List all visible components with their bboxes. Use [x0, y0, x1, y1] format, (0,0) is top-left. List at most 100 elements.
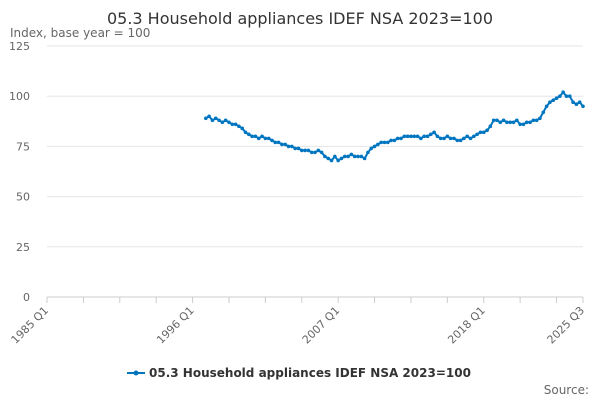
- data-point: [389, 138, 393, 143]
- data-point: [395, 136, 400, 141]
- data-point: [303, 148, 307, 153]
- legend-marker-symbol: [133, 370, 139, 376]
- data-point: [538, 116, 542, 121]
- data-point: [213, 116, 218, 121]
- data-point: [372, 144, 377, 149]
- data-point: [445, 134, 450, 139]
- data-point: [309, 150, 314, 155]
- data-point: [392, 138, 397, 143]
- data-point: [531, 118, 536, 123]
- data-point: [558, 94, 562, 98]
- data-point: [567, 94, 572, 98]
- data-point: [270, 138, 274, 143]
- data-point: [293, 146, 297, 151]
- x-axis: 1985 Q1 1996 Q1 2007 Q1 2018 Q1 2025 Q3: [9, 297, 588, 347]
- data-point: [356, 154, 360, 159]
- data-point: [458, 138, 463, 143]
- data-point: [366, 150, 370, 155]
- x-tick-label: 2018 Q1: [445, 304, 488, 347]
- data-point: [518, 122, 522, 127]
- data-point: [564, 94, 569, 98]
- data-point: [541, 110, 546, 115]
- data-point: [478, 130, 483, 135]
- data-point: [379, 140, 383, 145]
- y-tick-label: 125: [9, 40, 30, 53]
- data-point: [376, 142, 380, 147]
- y-tick-label: 0: [23, 291, 30, 304]
- chart-subtitle: Index, base year = 100: [10, 26, 150, 40]
- data-point: [290, 144, 294, 149]
- data-point: [498, 120, 503, 125]
- data-point: [488, 124, 493, 129]
- y-tick-label: 100: [9, 90, 30, 103]
- data-point: [369, 146, 374, 151]
- data-point: [435, 134, 440, 139]
- data-point: [455, 138, 460, 143]
- data-point: [528, 120, 532, 125]
- data-point: [385, 140, 390, 145]
- data-point: [362, 156, 367, 161]
- data-point: [299, 148, 304, 153]
- data-point: [548, 100, 552, 105]
- data-point: [432, 130, 436, 135]
- data-point: [346, 154, 350, 159]
- data-point: [316, 148, 321, 153]
- y-tick-label: 25: [16, 241, 30, 254]
- data-point: [472, 134, 476, 139]
- data-point: [524, 120, 529, 125]
- data-point: [521, 122, 526, 127]
- data-point: [581, 104, 585, 109]
- data-point: [333, 154, 337, 159]
- data-point: [551, 98, 556, 103]
- data-point: [233, 122, 238, 127]
- data-point: [313, 150, 317, 155]
- data-point: [256, 136, 261, 141]
- data-point: [561, 90, 565, 94]
- data-point: [448, 136, 453, 141]
- data-point: [223, 118, 228, 123]
- data-point: [266, 136, 271, 141]
- data-point: [485, 128, 489, 133]
- series-line: [204, 90, 585, 163]
- data-point: [462, 136, 466, 141]
- data-point: [402, 134, 407, 139]
- data-point: [342, 154, 347, 159]
- data-point: [296, 146, 301, 151]
- data-point: [405, 134, 410, 139]
- data-point: [286, 144, 291, 149]
- y-axis: 0 25 50 75 100 125: [9, 40, 30, 304]
- x-tick-label: 2025 Q3: [545, 304, 588, 347]
- data-point: [571, 100, 575, 105]
- data-point: [283, 142, 288, 147]
- source-label: Source:: [544, 383, 589, 397]
- data-point: [237, 124, 241, 129]
- data-point: [253, 134, 258, 139]
- legend-label: 05.3 Household appliances IDEF NSA 2023=…: [149, 366, 471, 380]
- data-point: [508, 120, 513, 125]
- data-point: [210, 118, 215, 123]
- data-point: [554, 96, 559, 101]
- data-point: [495, 118, 499, 123]
- data-point: [260, 134, 264, 139]
- data-point: [491, 118, 496, 123]
- data-point: [220, 120, 225, 125]
- data-point: [544, 104, 549, 109]
- x-tick-label: 1985 Q1: [9, 304, 52, 347]
- data-point: [204, 116, 208, 121]
- data-point: [475, 132, 479, 137]
- data-point: [438, 136, 443, 141]
- data-point: [409, 134, 413, 139]
- data-point: [359, 154, 364, 159]
- data-point: [243, 130, 248, 135]
- data-point: [323, 154, 327, 159]
- data-point: [280, 142, 284, 147]
- legend[interactable]: 05.3 Household appliances IDEF NSA 2023=…: [127, 366, 471, 380]
- data-point: [419, 136, 423, 141]
- data-point: [382, 140, 387, 145]
- data-point: [349, 152, 354, 157]
- data-point: [326, 156, 331, 161]
- series-path: [205, 90, 584, 162]
- data-point: [481, 130, 486, 135]
- data-point: [452, 136, 456, 141]
- data-point: [412, 134, 417, 139]
